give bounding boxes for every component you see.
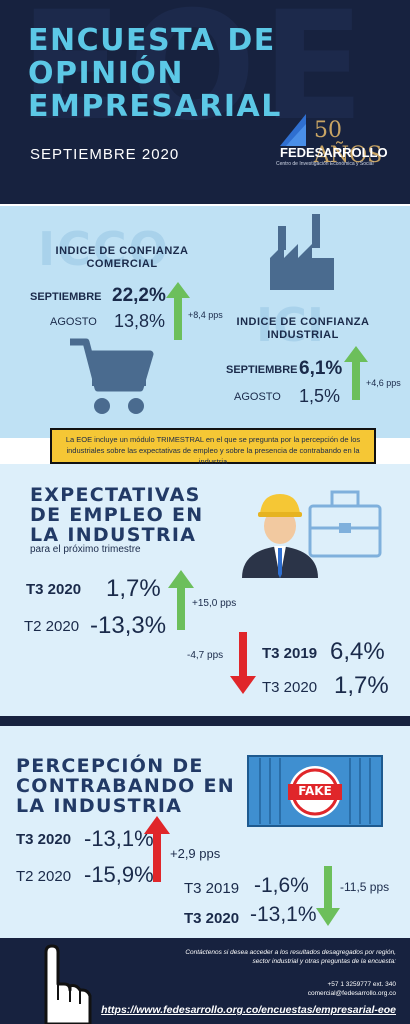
- smuggling-a-change: +2,9 pps: [170, 846, 221, 861]
- ici-current-value: 6,1%: [299, 358, 343, 379]
- employment-subheading: para el próximo trimestre: [30, 544, 141, 555]
- ici-heading: INDICE DE CONFIANZA INDUSTRIAL: [236, 316, 370, 341]
- worker-icon: [242, 494, 318, 578]
- footer-url-link[interactable]: https://www.fedesarrollo.org.co/encuesta…: [101, 1004, 396, 1016]
- confidence-section: [0, 206, 410, 438]
- logo-subtitle: Centro de Investigación Económica y Soci…: [276, 161, 374, 167]
- smuggling-a-label1: T3 2020: [16, 831, 72, 848]
- employment-up-arrow-icon: [168, 570, 194, 630]
- employment-a-label2: T2 2020: [24, 618, 80, 635]
- smuggling-a-value2: -15,9%: [84, 862, 154, 887]
- smuggling-b-label1: T3 2019: [184, 880, 240, 897]
- briefcase-icon: [308, 490, 382, 558]
- ici-current-label: SEPTIEMBRE: [226, 364, 298, 376]
- section-separator: [0, 716, 410, 726]
- pointing-hand-icon: [44, 944, 92, 1024]
- employment-b-value1: 6,4%: [330, 638, 385, 665]
- employment-b-label1: T3 2019: [262, 645, 318, 662]
- ici-up-arrow-icon: [344, 346, 368, 400]
- divider: [0, 204, 410, 206]
- fake-stamp-text: FAKE: [298, 784, 332, 798]
- quarterly-module-banner: La EOE incluye un módulo TRIMESTRAL en e…: [50, 428, 376, 466]
- icco-heading: INDICE DE CONFIANZA COMERCIAL: [55, 245, 189, 270]
- footer-email[interactable]: comercial@fedesarrollo.org.co: [307, 990, 396, 997]
- smuggling-up-arrow-icon: [144, 816, 170, 882]
- employment-heading: EXPECTATIVAS DE EMPLEO EN LA INDUSTRIA: [30, 484, 204, 546]
- smuggling-b-value2: -13,1%: [250, 903, 317, 926]
- employment-a-change: +15,0 pps: [192, 598, 237, 609]
- icco-up-arrow-icon: [166, 282, 190, 340]
- logo-anniversary: 50 AÑOS: [314, 118, 383, 168]
- icco-current-label: SEPTIEMBRE: [30, 291, 102, 303]
- employment-b-value2: 1,7%: [334, 672, 389, 699]
- ici-ghost-text: ICI: [256, 298, 324, 352]
- smuggling-down-arrow-icon: [316, 866, 340, 926]
- icco-previous-value: 13,8%: [114, 311, 166, 331]
- smuggling-b-change: -11,5 pps: [340, 880, 390, 894]
- smuggling-a-label2: T2 2020: [16, 868, 72, 885]
- employment-a-value2: -13,3%: [90, 612, 167, 639]
- ici-change: +4,6 pps: [366, 378, 401, 388]
- employment-down-arrow-icon: [230, 632, 256, 694]
- factory-icon: [270, 214, 334, 290]
- page-subtitle: SEPTIEMBRE 2020: [30, 146, 180, 163]
- smuggling-heading: PERCEPCIÓN DE CONTRABANDO EN LA INDUSTRI…: [16, 755, 235, 817]
- fedesarrollo-logo-icon: [280, 114, 306, 146]
- fake-container-icon: [247, 755, 383, 827]
- smuggling-b-value1: -1,6%: [254, 874, 309, 897]
- employment-a-label1: T3 2020: [26, 581, 82, 598]
- employment-b-label2: T3 2020: [262, 679, 318, 696]
- footer-phone: +57 1 3259777 ext. 340: [327, 981, 397, 988]
- employment-a-value1: 1,7%: [106, 575, 161, 602]
- footer-contact-text: Contáctenos si desea acceder a los resul…: [185, 949, 396, 965]
- page-title: ENCUESTA DE OPINIÓN EMPRESARIAL: [28, 23, 282, 124]
- employment-b-change: -4,7 pps: [187, 650, 224, 661]
- logo-name: FEDESARROLLO: [280, 145, 388, 160]
- icco-previous-label: AGOSTO: [50, 316, 97, 328]
- background-letters: EOE: [20, 0, 371, 154]
- ici-previous-label: AGOSTO: [234, 391, 281, 403]
- shopping-cart-icon: [70, 338, 154, 414]
- icco-ghost-text: ICCO: [38, 222, 170, 276]
- header: [0, 0, 410, 204]
- smuggling-b-label2: T3 2020: [184, 910, 240, 927]
- icco-current-value: 22,2%: [112, 285, 166, 306]
- smuggling-a-value1: -13,1%: [84, 826, 154, 851]
- icco-change: +8,4 pps: [188, 310, 223, 320]
- ici-previous-value: 1,5%: [299, 386, 341, 406]
